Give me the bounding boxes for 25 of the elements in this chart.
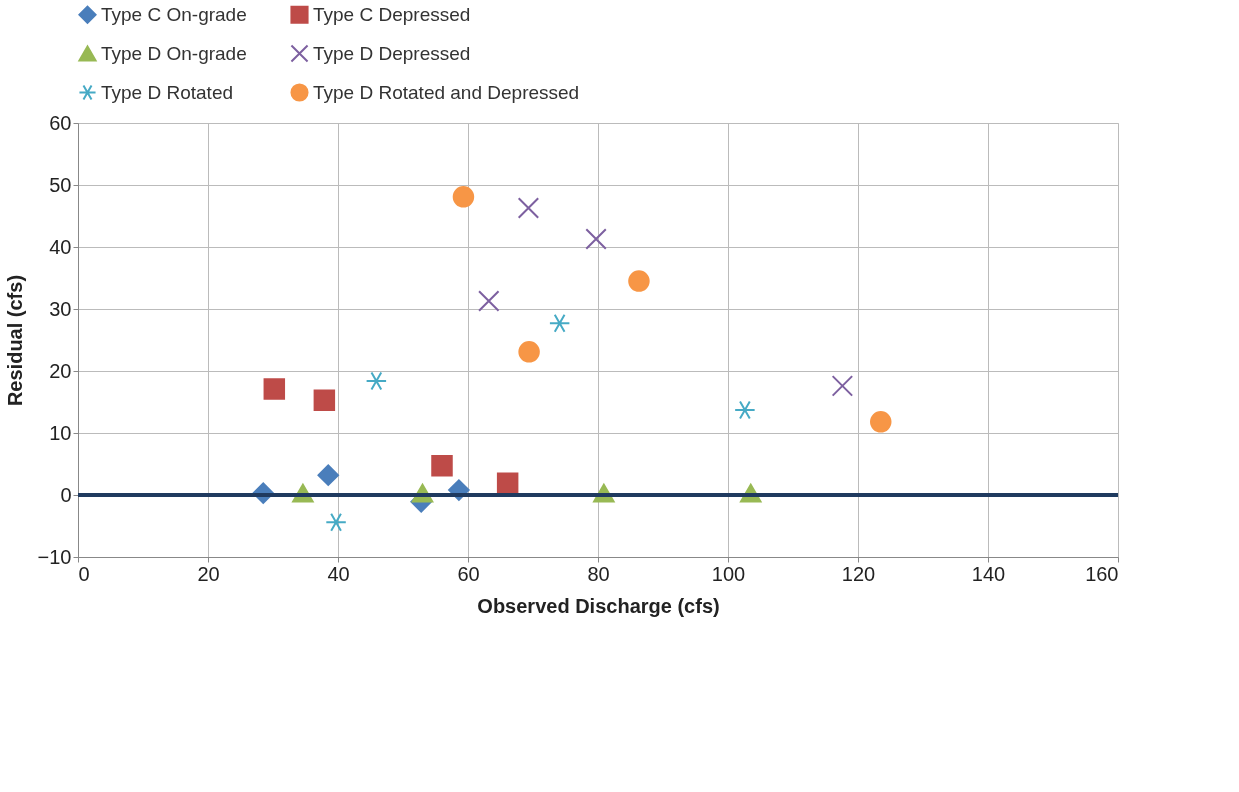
y-axis-title: Residual (cfs) [3, 274, 26, 407]
y-tick-label: 0 [60, 483, 72, 506]
x-tick-label: 40 [327, 562, 350, 585]
y-tick-label: 50 [49, 173, 72, 196]
legend-label: Type D Rotated [101, 81, 234, 103]
x-tick-label: 140 [971, 562, 1006, 585]
y-tick-label: −10 [37, 545, 72, 568]
y-tick-label: 10 [49, 421, 72, 444]
legend-label: Type D Depressed [313, 42, 471, 64]
y-tick-label: 40 [49, 235, 72, 258]
legend-label: Type C On-grade [101, 3, 247, 25]
y-tick-label: 60 [49, 111, 72, 134]
x-axis-title: Observed Discharge (cfs) [477, 594, 720, 617]
legend-label: Type D On-grade [101, 42, 247, 64]
y-tick-label: 20 [49, 359, 72, 382]
legend-label: Type D Rotated and Depressed [313, 81, 580, 103]
x-tick-label: 120 [841, 562, 876, 585]
x-tick-label: 160 [1085, 562, 1119, 585]
x-tick-label: 60 [457, 562, 480, 585]
y-tick-label: 30 [49, 297, 72, 320]
x-tick-label: 100 [711, 562, 746, 585]
legend-label: Type C Depressed [313, 3, 471, 25]
x-tick-label: 80 [587, 562, 610, 585]
x-tick-label: 0 [78, 562, 90, 585]
x-tick-label: 20 [197, 562, 220, 585]
